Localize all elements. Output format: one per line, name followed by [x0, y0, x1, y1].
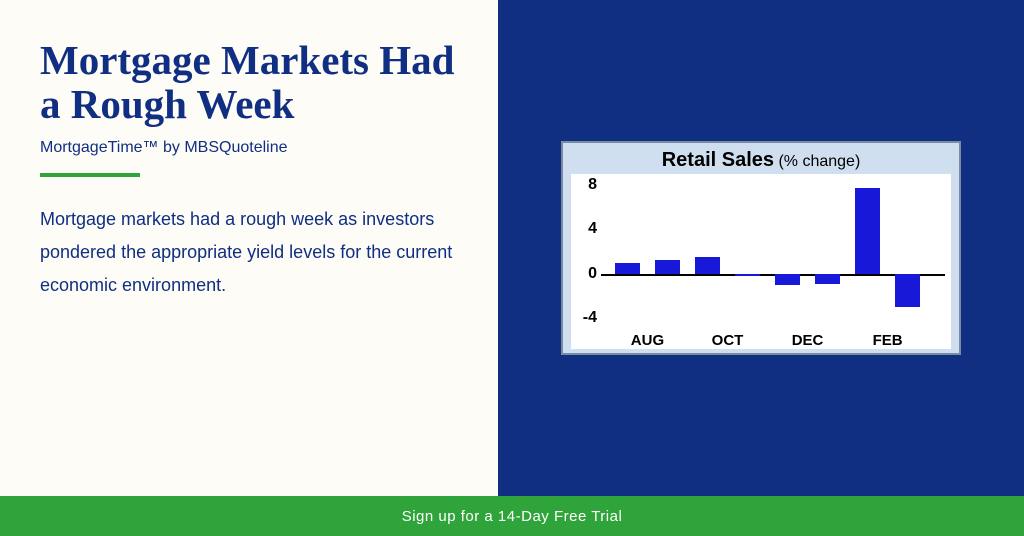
chart-zero-line [601, 274, 945, 276]
retail-sales-chart: Retail Sales (% change) 8 4 0 -4 AUG OCT DEC F… [561, 141, 961, 355]
body-text: Mortgage markets had a rough week as inv… [40, 203, 458, 303]
chart-title-sub: (% change) [774, 153, 860, 170]
chart-title-main: Retail Sales [662, 149, 774, 171]
accent-divider [40, 173, 140, 177]
chart-bar [775, 274, 800, 285]
chart-y-tick: 4 [588, 220, 597, 238]
chart-x-label: FEB [873, 332, 903, 349]
chart-bar [655, 260, 680, 273]
chart-bar [895, 274, 920, 307]
page-subtitle: MortgageTime™ by MBSQuoteline [40, 139, 458, 157]
chart-bar [615, 263, 640, 274]
chart-y-tick: 8 [588, 176, 597, 194]
cta-label: Sign up for a 14-Day Free Trial [402, 508, 623, 525]
chart-x-label: OCT [712, 332, 744, 349]
chart-bar [815, 274, 840, 284]
chart-y-axis: 8 4 0 -4 [571, 174, 601, 329]
chart-bar [855, 188, 880, 273]
top-section: Mortgage Markets Had a Rough Week Mortga… [0, 0, 1024, 496]
chart-y-tick: 0 [588, 265, 597, 283]
chart-bars-area [601, 174, 945, 329]
chart-y-tick: -4 [583, 309, 597, 327]
chart-bar [695, 257, 720, 274]
chart-plot-area: 8 4 0 -4 AUG OCT DEC FEB [571, 174, 951, 349]
right-panel: Retail Sales (% change) 8 4 0 -4 AUG OCT DEC F… [498, 0, 1024, 496]
left-panel: Mortgage Markets Had a Rough Week Mortga… [0, 0, 498, 496]
chart-bar [735, 274, 760, 276]
chart-x-label: DEC [792, 332, 824, 349]
cta-bar[interactable]: Sign up for a 14-Day Free Trial [0, 496, 1024, 536]
chart-x-label: AUG [631, 332, 664, 349]
chart-x-axis: AUG OCT DEC FEB [601, 329, 945, 349]
page-headline: Mortgage Markets Had a Rough Week [40, 38, 458, 127]
page-container: Mortgage Markets Had a Rough Week Mortga… [0, 0, 1024, 536]
chart-title: Retail Sales (% change) [571, 149, 951, 172]
